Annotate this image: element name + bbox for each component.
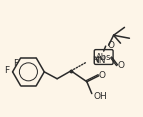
Text: OH: OH <box>94 92 108 101</box>
Text: O: O <box>98 71 105 80</box>
Text: F: F <box>4 66 9 75</box>
FancyBboxPatch shape <box>94 50 113 64</box>
Text: F: F <box>13 59 18 68</box>
Text: HN: HN <box>92 57 105 66</box>
Text: O: O <box>108 41 115 50</box>
Text: O: O <box>117 61 124 70</box>
Text: Abs: Abs <box>96 53 111 62</box>
